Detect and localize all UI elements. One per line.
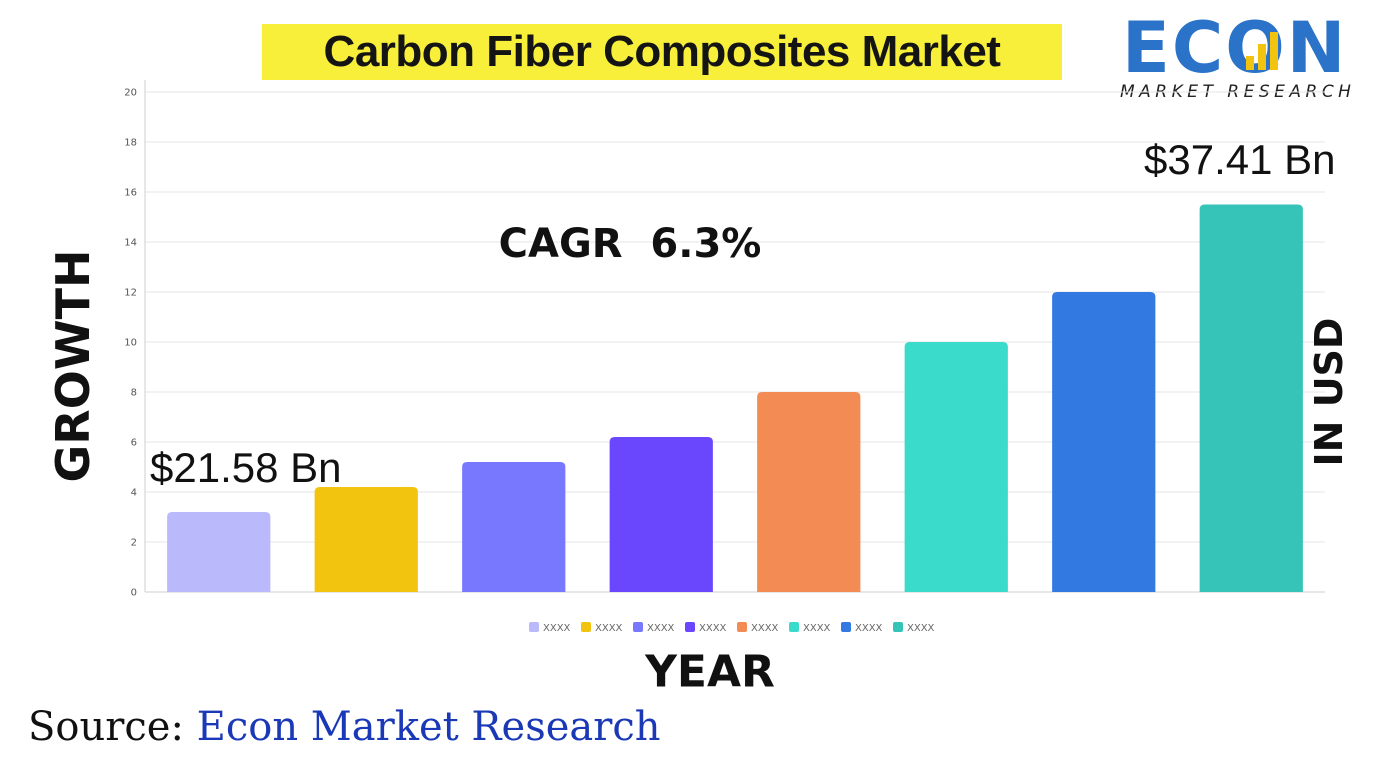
source-name: Econ Market Research	[183, 704, 661, 750]
legend-label: XXXX	[647, 623, 675, 634]
y-tick-label: 14	[124, 238, 137, 249]
legend-swatch	[633, 622, 643, 632]
legend-label: XXXX	[907, 623, 935, 634]
econ-logo: ECON MARKET RESEARCH	[1118, 8, 1380, 104]
bar	[904, 342, 1008, 592]
bar	[1199, 204, 1303, 592]
legend-label: XXXX	[855, 623, 883, 634]
legend-swatch	[685, 622, 695, 632]
x-axis-title: YEAR	[645, 646, 775, 698]
bar	[609, 437, 713, 592]
y-tick-label: 2	[131, 538, 137, 549]
bar	[1052, 292, 1156, 592]
y-tick-label: 8	[131, 388, 137, 399]
cagr-annotation: CAGR 6.3%	[498, 221, 762, 267]
bar	[757, 392, 861, 592]
y-tick-label: 0	[131, 588, 137, 599]
start-value-annotation: $21.58 Bn	[150, 444, 342, 491]
legend-swatch	[529, 622, 539, 632]
source-line: Source: Econ Market Research	[28, 704, 661, 750]
legend-label: XXXX	[751, 623, 779, 634]
chart-title: Carbon Fiber Composites Market	[323, 27, 1001, 76]
logo-wordmark: ECON	[1122, 8, 1347, 88]
y-tick-label: 12	[124, 288, 137, 299]
y-tick-label: 10	[124, 338, 137, 349]
y-axis-title-left: GROWTH	[46, 249, 100, 483]
source-prefix: Source:	[28, 704, 184, 750]
legend-swatch	[581, 622, 591, 632]
y-tick-label: 6	[131, 438, 137, 449]
y-tick-label: 16	[124, 188, 137, 199]
y-tick-label: 4	[131, 488, 137, 499]
legend-swatch	[893, 622, 903, 632]
legend-swatch	[737, 622, 747, 632]
growth-icon	[1246, 32, 1278, 70]
y-tick-label: 20	[124, 88, 137, 99]
legend-label: XXXX	[699, 623, 727, 634]
bar	[167, 512, 271, 592]
legend-label: XXXX	[803, 623, 831, 634]
y-tick-label: 18	[124, 138, 137, 149]
title-banner: Carbon Fiber Composites Market	[262, 24, 1062, 80]
end-value-annotation: $37.41 Bn	[1144, 136, 1336, 183]
legend-label: XXXX	[543, 623, 571, 634]
legend-swatch	[841, 622, 851, 632]
legend-swatch	[789, 622, 799, 632]
legend-label: XXXX	[595, 623, 623, 634]
bar	[314, 487, 418, 592]
y-axis-title-right: IN USD	[1307, 317, 1351, 467]
logo-word-text: ECON	[1122, 7, 1348, 89]
bar	[462, 462, 566, 592]
